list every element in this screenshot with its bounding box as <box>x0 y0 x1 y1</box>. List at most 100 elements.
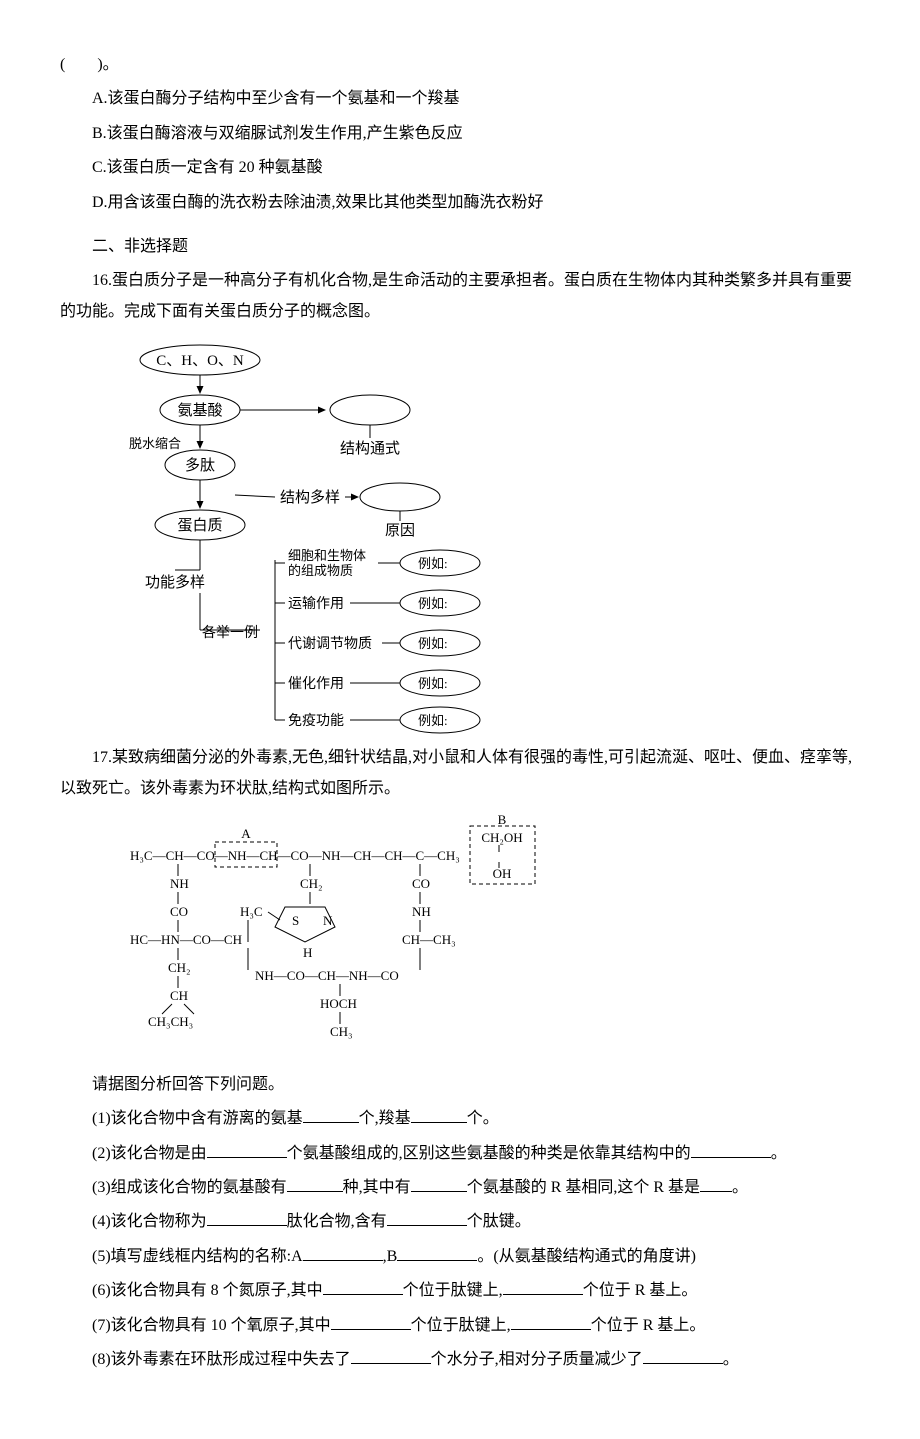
q16-stem: 16.蛋白质分子是一种高分子有机化合物,是生命活动的主要承担者。蛋白质在生物体内… <box>60 266 860 327</box>
section-2-title: 二、非选择题 <box>60 232 860 262</box>
func-1b: 的组成物质 <box>288 563 353 578</box>
q17-p7: (7)该化合物具有 10 个氧原子,其中 个位于肽键上, 个位于 R 基上。 <box>60 1311 860 1341</box>
q17-sub-prompt: 请据图分析回答下列问题。 <box>60 1070 860 1100</box>
blank[interactable] <box>207 1141 287 1158</box>
q17-p4-b: 肽化合物,含有 <box>287 1213 387 1230</box>
blank[interactable] <box>323 1278 403 1295</box>
label-each-example: 各举一例 <box>202 625 258 641</box>
q17-p3-a: (3)组成该化合物的氨基酸有 <box>92 1179 287 1196</box>
q17-p2-c: 。 <box>771 1145 787 1162</box>
q17-p8-b: 个水分子,相对分子质量减少了 <box>431 1351 643 1368</box>
q17-p5-a: (5)填写虚线框内结构的名称:A <box>92 1248 303 1265</box>
blank[interactable] <box>331 1313 411 1330</box>
ex-2: 例如: <box>418 596 448 611</box>
q17-p2: (2)该化合物是由 个氨基酸组成的,区别这些氨基酸的种类是依靠其结构中的 。 <box>60 1139 860 1169</box>
func-2: 运输作用 <box>288 596 344 612</box>
q17-p3-c: 个氨基酸的 R 基相同,这个 R 基是 <box>467 1179 700 1196</box>
q17-p7-b: 个位于肽键上, <box>411 1317 511 1334</box>
node-reason-blank <box>360 483 440 511</box>
chem-l6: CH₃CH₃ <box>148 1014 193 1029</box>
blank[interactable] <box>511 1313 591 1330</box>
chem-label-a: A <box>241 826 251 841</box>
q17-p4: (4)该化合物称为 肽化合物,含有 个肽键。 <box>60 1207 860 1237</box>
blank[interactable] <box>700 1175 732 1192</box>
q15-option-d: D.用含该蛋白酶的洗衣粉去除油渍,效果比其他类型加酶洗衣粉好 <box>60 188 860 218</box>
blank[interactable] <box>691 1141 771 1158</box>
chem-r2: NH <box>412 904 431 919</box>
func-3: 代谢调节物质 <box>288 636 372 652</box>
q17-p5: (5)填写虚线框内结构的名称:A ,B 。(从氨基酸结构通式的角度讲) <box>60 1242 860 1272</box>
chem-l5: CH <box>170 988 188 1003</box>
q17-p1-c: 个。 <box>467 1110 499 1127</box>
q17-p6-a: (6)该化合物具有 8 个氮原子,其中 <box>92 1282 323 1299</box>
q17-p4-c: 个肽键。 <box>467 1213 531 1230</box>
blank[interactable] <box>411 1175 467 1192</box>
blank[interactable] <box>351 1347 431 1364</box>
blank[interactable] <box>643 1347 723 1364</box>
ex-5: 例如: <box>418 713 448 728</box>
chem-l1: NH <box>170 876 189 891</box>
func-5: 免疫功能 <box>288 713 344 729</box>
blank[interactable] <box>387 1209 467 1226</box>
q17-p3-b: 种,其中有 <box>343 1179 411 1196</box>
q17-p3: (3)组成该化合物的氨基酸有 种,其中有 个氨基酸的 R 基相同,这个 R 基是 。 <box>60 1173 860 1203</box>
blank[interactable] <box>303 1106 359 1123</box>
q15-option-a: A.该蛋白酶分子结构中至少含有一个氨基和一个羧基 <box>60 84 860 114</box>
q17-p8: (8)该外毒素在环肽形成过程中失去了 个水分子,相对分子质量减少了 。 <box>60 1345 860 1375</box>
blank[interactable] <box>397 1244 477 1261</box>
blank[interactable] <box>303 1244 383 1261</box>
chem-l2: CO <box>170 904 188 919</box>
q15-option-b: B.该蛋白酶溶液与双缩脲试剂发生作用,产生紫色反应 <box>60 119 860 149</box>
q17-p8-c: 。 <box>723 1351 739 1368</box>
q17-p4-a: (4)该化合物称为 <box>92 1213 207 1230</box>
label-function-diverse: 功能多样 <box>145 574 205 591</box>
chem-m1: CH₂ <box>300 876 323 891</box>
ex-3: 例如: <box>418 636 448 651</box>
node-amino-acid: 氨基酸 <box>177 402 222 419</box>
chem-m2d: N <box>323 913 333 928</box>
node-formula-blank <box>330 395 410 425</box>
q15-option-c: C.该蛋白质一定含有 20 种氨基酸 <box>60 153 860 183</box>
chem-r3: CH—CH₃ <box>402 932 456 947</box>
node-polypeptide: 多肽 <box>185 457 215 474</box>
q17-p7-c: 个位于 R 基上。 <box>591 1317 706 1334</box>
chem-label-b: B <box>498 812 507 827</box>
chem-m2e: H <box>303 945 312 960</box>
chem-l3: HC—HN—CO—CH <box>130 932 242 947</box>
label-reason: 原因 <box>385 522 415 539</box>
q17-p2-b: 个氨基酸组成的,区别这些氨基酸的种类是依靠其结构中的 <box>287 1145 691 1162</box>
chem-m6: CH₃ <box>330 1024 353 1039</box>
func-1a: 细胞和生物体 <box>288 548 366 563</box>
q17-p6-c: 个位于 R 基上。 <box>583 1282 698 1299</box>
ex-1: 例如: <box>418 556 448 571</box>
q15-stem-tail: ( )。 <box>60 50 860 80</box>
chem-b-line1: CH₂OH <box>481 830 522 845</box>
chem-m4: NH—CO—CH—NH—CO <box>255 968 399 983</box>
chem-m5: HOCH <box>320 996 357 1011</box>
q17-p1: (1)该化合物中含有游离的氨基 个,羧基 个。 <box>60 1104 860 1134</box>
q17-p2-a: (2)该化合物是由 <box>92 1145 207 1162</box>
q17-p3-d: 。 <box>732 1179 748 1196</box>
q17-p1-b: 个,羧基 <box>359 1110 411 1127</box>
q17-p6: (6)该化合物具有 8 个氮原子,其中个位于肽键上,个位于 R 基上。 <box>60 1276 860 1306</box>
chem-m2a: H₃C <box>240 904 263 919</box>
chem-r1: CO <box>412 876 430 891</box>
chem-b-line3: OH <box>493 866 512 881</box>
q17-p8-a: (8)该外毒素在环肽形成过程中失去了 <box>92 1351 351 1368</box>
q17-stem: 17.某致病细菌分泌的外毒素,无色,细针状结晶,对小鼠和人体有很强的毒性,可引起… <box>60 743 860 804</box>
blank[interactable] <box>411 1106 467 1123</box>
q17-p5-b: ,B <box>383 1248 398 1265</box>
blank[interactable] <box>207 1209 287 1226</box>
ex-4: 例如: <box>418 676 448 691</box>
node-chon: C、H、O、N <box>156 353 244 369</box>
chem-top-row: H₃C—CH—CO—NH—CH—CO—NH—CH—CH—C—CH₃ <box>130 848 460 863</box>
q17-p1-a: (1)该化合物中含有游离的氨基 <box>92 1110 303 1127</box>
node-protein: 蛋白质 <box>177 517 222 534</box>
chem-l4: CH₂ <box>168 960 191 975</box>
blank[interactable] <box>287 1175 343 1192</box>
blank[interactable] <box>503 1278 583 1295</box>
label-structure-diverse: 结构多样 <box>280 489 340 506</box>
chem-m2c: S <box>292 913 299 928</box>
q17-p7-a: (7)该化合物具有 10 个氧原子,其中 <box>92 1317 331 1334</box>
q17-p5-c: 。(从氨基酸结构通式的角度讲) <box>477 1248 696 1265</box>
